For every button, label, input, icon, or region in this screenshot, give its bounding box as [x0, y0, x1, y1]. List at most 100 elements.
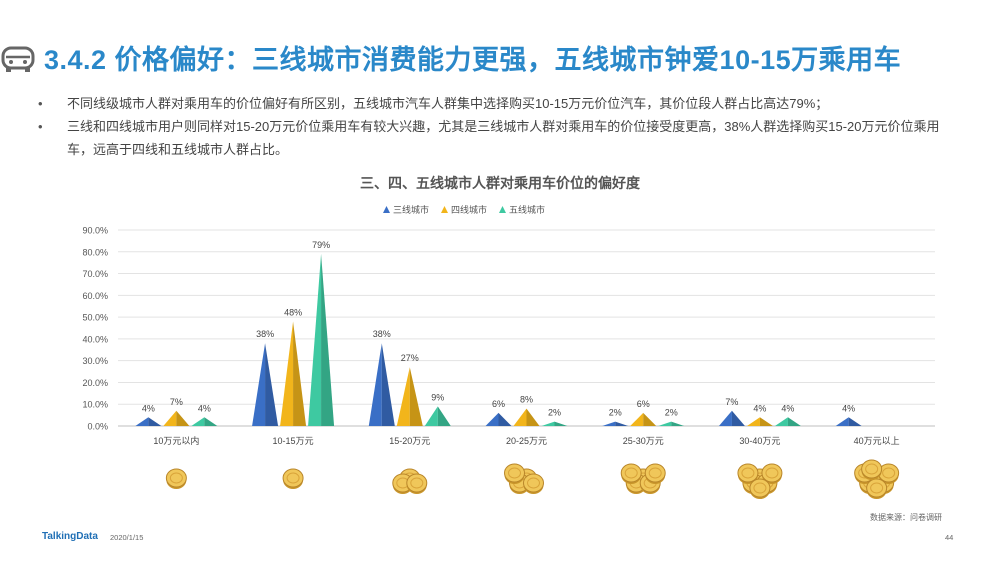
bullet-text: 不同线级城市人群对乘用车的价位偏好有所区别，五线城市汽车人群集中选择购买10-1… — [67, 96, 829, 111]
y-tick-label: 0.0% — [87, 422, 108, 432]
data-label: 79% — [312, 240, 330, 250]
y-tick-label: 80.0% — [82, 247, 108, 257]
legend-label: 五线城市 — [509, 204, 545, 215]
y-tick-label: 30.0% — [82, 356, 108, 366]
y-tick-label: 10.0% — [82, 400, 108, 410]
bar — [541, 421, 555, 426]
bar — [658, 421, 672, 426]
bar — [308, 253, 322, 426]
bar — [409, 367, 423, 426]
bar — [280, 321, 294, 426]
bar — [718, 410, 732, 426]
data-label: 8% — [520, 395, 533, 405]
legend-marker — [383, 206, 390, 213]
bar — [513, 408, 527, 426]
coin-stack-icon — [165, 468, 187, 489]
bar — [498, 412, 512, 426]
bar — [265, 343, 279, 426]
coin-stack-icon — [392, 468, 428, 494]
bar — [746, 417, 760, 426]
coin-stack-icon — [504, 463, 544, 494]
data-label: 6% — [637, 399, 650, 409]
data-label: 7% — [170, 397, 183, 407]
bar — [293, 321, 307, 426]
data-label: 7% — [725, 397, 738, 407]
bar — [204, 417, 218, 426]
data-label: 2% — [665, 408, 678, 418]
x-tick-label: 25-30万元 — [623, 436, 664, 446]
data-label: 9% — [431, 392, 444, 402]
data-label: 38% — [256, 329, 274, 339]
data-label: 2% — [609, 408, 622, 418]
bar — [163, 410, 177, 426]
bar — [602, 421, 616, 426]
bar — [526, 408, 540, 426]
bar — [148, 417, 162, 426]
data-label: 48% — [284, 307, 302, 317]
bar — [321, 253, 335, 426]
bar — [381, 343, 395, 426]
bar — [252, 343, 266, 426]
chart-title: 三、四、五线城市人群对乘用车价位的偏好度 — [360, 175, 640, 191]
x-tick-label: 15-20万元 — [389, 436, 430, 446]
y-tick-label: 50.0% — [82, 313, 108, 323]
bar — [671, 421, 685, 426]
bar — [731, 410, 745, 426]
legend-marker — [441, 206, 448, 213]
header: 3.4.2 价格偏好：三线城市消费能力更强，五线城市钟爱10-15万乘用车 — [0, 34, 1000, 86]
bullet-marker: • — [38, 119, 43, 134]
x-tick-label: 40万元以上 — [854, 436, 900, 446]
bar — [787, 417, 801, 426]
bar — [437, 406, 451, 426]
bar — [630, 412, 644, 426]
data-label: 6% — [492, 399, 505, 409]
bar — [615, 421, 629, 426]
bar — [368, 343, 382, 426]
y-tick-label: 90.0% — [82, 226, 108, 236]
bullet-item: • 不同线级城市人群对乘用车的价位偏好有所区别，五线城市汽车人群集中选择购买10… — [38, 92, 958, 115]
bar — [396, 367, 410, 426]
footer-date: 2020/1/15 — [110, 533, 144, 542]
bar — [424, 406, 438, 426]
bullet-marker: • — [38, 96, 43, 111]
coin-stack-icon — [737, 463, 783, 499]
bar — [135, 417, 149, 426]
coin-stack-icon — [854, 459, 900, 499]
x-tick-label: 10-15万元 — [273, 436, 314, 446]
bar — [191, 417, 205, 426]
bar — [485, 412, 499, 426]
page-title: 3.4.2 价格偏好：三线城市消费能力更强，五线城市钟爱10-15万乘用车 — [44, 45, 902, 75]
coin-stack-icon — [282, 468, 304, 489]
x-tick-label: 20-25万元 — [506, 436, 547, 446]
bar — [759, 417, 773, 426]
y-tick-label: 40.0% — [82, 334, 108, 344]
data-source: 数据来源：问卷调研 — [870, 513, 942, 522]
x-tick-label: 10万元以内 — [153, 435, 199, 446]
bar — [643, 412, 657, 426]
bar — [835, 417, 849, 426]
data-label: 4% — [842, 403, 855, 413]
data-label: 38% — [373, 329, 391, 339]
x-tick-label: 30-40万元 — [739, 436, 780, 446]
coin-stack-icon — [620, 463, 666, 494]
data-label: 4% — [142, 403, 155, 413]
bar — [774, 417, 788, 426]
bar — [848, 417, 862, 426]
y-tick-label: 20.0% — [82, 378, 108, 388]
bar — [176, 410, 190, 426]
data-label: 4% — [781, 403, 794, 413]
legend-marker — [499, 206, 506, 213]
data-label: 4% — [753, 403, 766, 413]
bullet-list: • 不同线级城市人群对乘用车的价位偏好有所区别，五线城市汽车人群集中选择购买10… — [38, 92, 958, 161]
bar — [554, 421, 568, 426]
brand-logo: TalkingData — [42, 531, 98, 542]
data-label: 27% — [401, 353, 419, 363]
legend-label: 三线城市 — [393, 204, 429, 215]
car-icon — [1, 46, 35, 72]
data-label: 4% — [198, 403, 211, 413]
y-tick-label: 60.0% — [82, 291, 108, 301]
legend-label: 四线城市 — [451, 204, 487, 215]
bullet-item: • 三线和四线城市用户则同样对15-20万元价位乘用车有较大兴趣，尤其是三线城市… — [38, 115, 958, 161]
data-label: 2% — [548, 408, 561, 418]
